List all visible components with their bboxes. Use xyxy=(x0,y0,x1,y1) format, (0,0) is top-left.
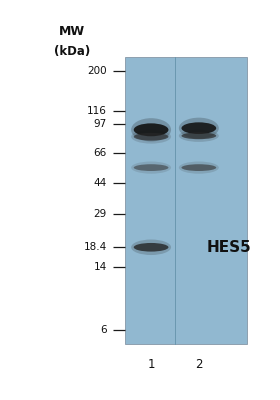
Ellipse shape xyxy=(179,162,219,174)
Ellipse shape xyxy=(134,243,169,252)
Text: MW: MW xyxy=(59,25,85,38)
Ellipse shape xyxy=(134,133,169,140)
Text: 2: 2 xyxy=(195,358,203,370)
Ellipse shape xyxy=(181,122,216,134)
Text: 116: 116 xyxy=(87,106,107,116)
Ellipse shape xyxy=(179,118,219,139)
Text: HES5: HES5 xyxy=(206,240,251,255)
Ellipse shape xyxy=(131,240,171,255)
Ellipse shape xyxy=(134,164,169,171)
Ellipse shape xyxy=(134,123,169,136)
Text: 18.4: 18.4 xyxy=(83,242,107,252)
Ellipse shape xyxy=(131,130,171,144)
Ellipse shape xyxy=(179,130,219,142)
Text: 6: 6 xyxy=(100,325,107,335)
Text: 97: 97 xyxy=(93,119,107,129)
Text: 14: 14 xyxy=(93,262,107,272)
Text: (kDa): (kDa) xyxy=(54,46,90,58)
Text: 200: 200 xyxy=(87,66,107,76)
Ellipse shape xyxy=(181,132,216,139)
Bar xyxy=(125,57,247,344)
Text: 66: 66 xyxy=(93,148,107,158)
Ellipse shape xyxy=(131,118,171,142)
Ellipse shape xyxy=(131,162,171,174)
Text: 1: 1 xyxy=(147,358,155,370)
Ellipse shape xyxy=(181,164,216,171)
Text: 44: 44 xyxy=(93,178,107,188)
Text: 29: 29 xyxy=(93,209,107,219)
